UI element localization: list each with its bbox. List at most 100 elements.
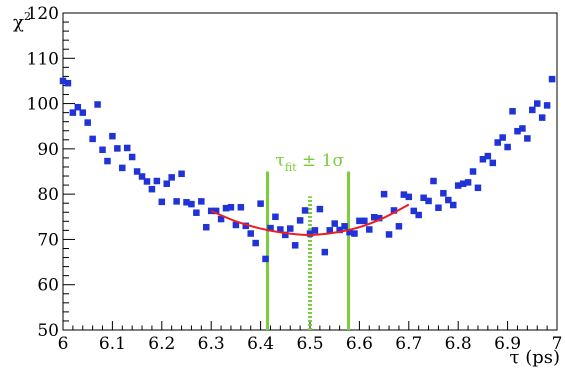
- data-point: [104, 157, 111, 165]
- fit-curve: [210, 203, 410, 236]
- data-point: [469, 168, 477, 175]
- data-point: [494, 139, 501, 146]
- data-point: [183, 199, 190, 206]
- x-tick-label: 6.9: [494, 334, 521, 354]
- data-point: [158, 198, 166, 206]
- x-tick-label: 6.2: [148, 334, 175, 354]
- data-point: [509, 108, 516, 115]
- data-point: [405, 193, 413, 201]
- data-point: [440, 189, 447, 197]
- data-point: [74, 103, 82, 111]
- data-point: [178, 170, 185, 178]
- data-point: [450, 201, 457, 209]
- data-point: [321, 248, 329, 256]
- data-point: [296, 217, 304, 224]
- data-point: [484, 152, 492, 160]
- data-point: [138, 173, 146, 180]
- y-tick-label: 120: [27, 4, 59, 24]
- sigma-vlines: [266, 171, 351, 330]
- data-point: [435, 204, 442, 211]
- data-point: [267, 224, 274, 232]
- data-point: [524, 135, 531, 142]
- data-point: [286, 225, 294, 232]
- data-point: [198, 198, 205, 205]
- data-point: [84, 119, 91, 126]
- data-point: [247, 230, 254, 237]
- x-tick-labels: 6 6.1 6.2 6.3 6.4 6.5 6.6 6.7 6.8 6.9 7: [58, 334, 563, 354]
- x-tick-label: 6.3: [198, 334, 225, 354]
- data-point: [232, 221, 240, 229]
- data-point: [370, 213, 378, 221]
- data-point: [282, 231, 289, 239]
- data-point: [341, 223, 348, 230]
- x-tick-label: 6: [58, 334, 69, 354]
- y-tick-labels: 50 60 70 80 90 100 110 120: [27, 4, 59, 341]
- data-point: [499, 134, 506, 141]
- data-point: [99, 146, 106, 154]
- y-axis-title: χ2: [13, 10, 31, 33]
- data-point: [277, 226, 284, 233]
- data-point: [380, 190, 388, 198]
- data-point: [128, 153, 136, 161]
- data-point: [361, 217, 368, 225]
- data-point: [430, 177, 437, 185]
- tau-fit-annotation: τfit ± 1σ: [275, 151, 344, 174]
- x-tick-label: 6.7: [395, 334, 422, 354]
- data-point: [420, 194, 427, 202]
- data-point: [375, 214, 383, 222]
- x-tick-label: 6.8: [445, 334, 472, 354]
- data-point: [454, 182, 462, 189]
- data-point: [400, 191, 408, 198]
- data-point: [212, 207, 220, 215]
- data-point: [217, 215, 225, 223]
- data-point: [173, 198, 180, 205]
- data-point: [257, 200, 264, 207]
- data-point: [133, 168, 141, 175]
- data-point: [395, 223, 403, 230]
- data-point: [222, 204, 230, 212]
- data-point: [543, 102, 551, 109]
- x-tick-label: 6.5: [296, 334, 323, 354]
- data-points: [59, 75, 556, 263]
- data-point: [301, 207, 309, 214]
- data-point: [119, 164, 126, 172]
- data-point: [89, 135, 96, 143]
- x-tick-label: 7: [552, 334, 563, 354]
- data-point: [385, 231, 393, 238]
- data-point: [316, 205, 324, 213]
- y-tick-label: 50: [37, 321, 59, 341]
- x-axis-title: τ (ps): [510, 347, 560, 368]
- data-point: [445, 196, 452, 204]
- data-point: [474, 184, 482, 192]
- data-point: [331, 220, 338, 227]
- data-point: [109, 132, 116, 140]
- data-point: [351, 230, 358, 237]
- data-point: [148, 185, 156, 193]
- data-point: [272, 213, 279, 221]
- data-point: [489, 159, 497, 167]
- data-point: [415, 211, 422, 219]
- data-point: [425, 197, 432, 205]
- data-point: [168, 174, 175, 181]
- fit-curve-group: [210, 203, 410, 236]
- axis-ticks: [62, 12, 558, 331]
- data-point: [346, 228, 353, 236]
- data-point: [410, 207, 417, 215]
- data-point: [538, 114, 546, 121]
- data-point: [366, 226, 373, 233]
- data-point: [529, 106, 536, 114]
- data-point: [69, 109, 77, 116]
- data-point: [203, 223, 210, 231]
- data-point: [163, 180, 170, 187]
- data-point: [242, 222, 250, 230]
- data-point: [64, 79, 72, 87]
- data-point: [326, 227, 334, 234]
- data-point: [504, 143, 511, 151]
- data-point: [227, 204, 235, 211]
- y-tick-label: 90: [37, 140, 59, 160]
- data-point: [519, 125, 526, 132]
- data-point: [143, 178, 151, 185]
- y-tick-label: 110: [27, 49, 59, 69]
- data-point: [123, 144, 131, 152]
- data-point: [188, 200, 195, 208]
